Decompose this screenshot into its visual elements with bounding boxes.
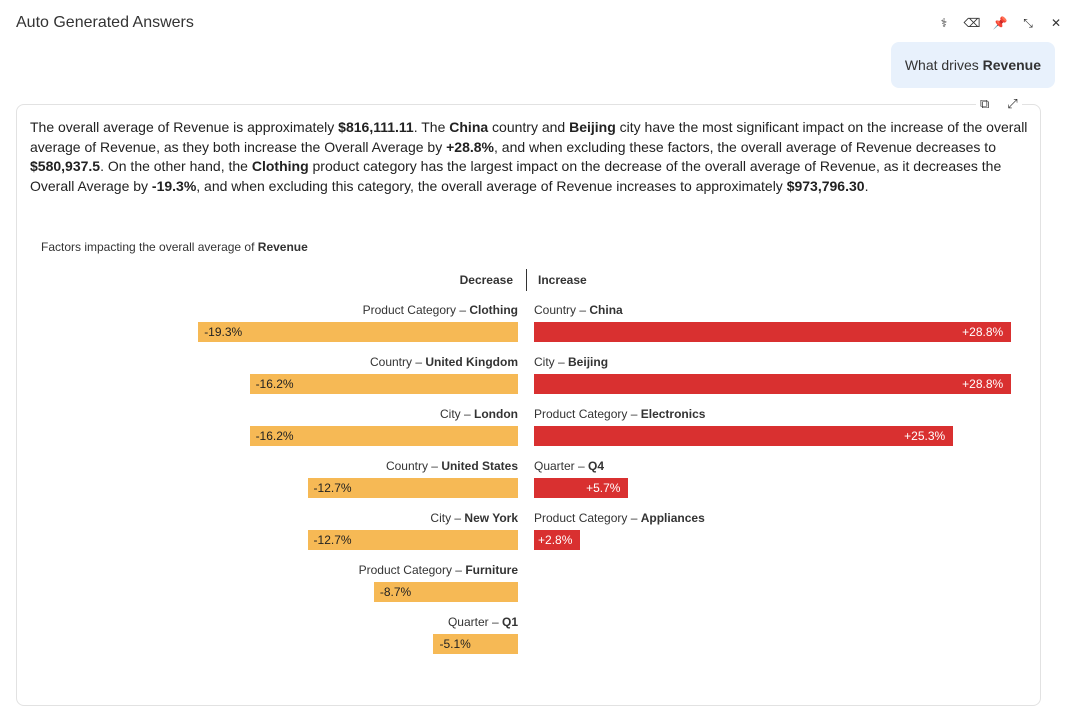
answer-text-part: $973,796.30 — [786, 177, 865, 194]
answer-text: The overall average of Revenue is approx… — [30, 118, 1030, 196]
answer-text-part: China — [449, 119, 489, 135]
card-toolbar: ⧉ ⤢ — [976, 96, 1022, 112]
bar-label: Country – China — [534, 303, 623, 317]
stethoscope-icon[interactable]: ⚕ — [940, 16, 948, 30]
bar-label: City – New York — [430, 511, 518, 525]
chart-title-bold: Revenue — [257, 240, 308, 254]
question-bubble: What drives Revenue — [890, 42, 1055, 88]
bar-label: Product Category – Electronics — [534, 407, 706, 421]
decrease-bar: -5.1% — [433, 634, 518, 654]
decrease-bar: -12.7% — [307, 478, 518, 498]
bar-label: City – London — [440, 407, 518, 421]
chart-title-text: Factors impacting the overall average of — [41, 240, 258, 254]
bar-label: Country – United States — [385, 459, 518, 473]
bar-label: Product Category – Appliances — [534, 511, 705, 525]
close-icon[interactable]: ✕ — [1050, 16, 1062, 30]
axis-divider — [526, 269, 527, 291]
answer-text-part: $580,937.5 — [30, 158, 101, 174]
answer-text-part: Clothing — [251, 158, 309, 174]
answer-text-part: country and — [488, 119, 570, 135]
answer-text-part: product category has the largest impact … — [30, 158, 1002, 194]
decrease-header: Decrease — [459, 273, 513, 287]
bar-label: Product Category – Clothing — [362, 303, 518, 317]
question-bold: Revenue — [982, 57, 1041, 73]
bar-label: Quarter – Q1 — [447, 615, 518, 629]
bar-label: Quarter – Q4 — [534, 459, 605, 473]
panel-title: Auto Generated Answers — [16, 14, 194, 31]
decrease-bar: -16.2% — [249, 426, 518, 446]
answer-text-part: city have the most significant impact on… — [30, 119, 1028, 155]
answer-text-part: $816,111.11 — [338, 119, 414, 135]
chart-title: Factors impacting the overall average of… — [41, 240, 308, 254]
increase-bar: +2.8% — [534, 530, 581, 550]
collapse-icon[interactable]: ⤡ — [1023, 16, 1033, 30]
pin-icon[interactable]: 📌 — [992, 16, 1008, 30]
decrease-bar: -8.7% — [373, 582, 518, 602]
increase-header: Increase — [538, 273, 587, 287]
decrease-bar: -19.3% — [198, 322, 518, 342]
bar-label: City – Beijing — [534, 355, 609, 369]
answer-text-part: . — [864, 177, 869, 194]
answer-text-part: The overall average of Revenue is approx… — [30, 119, 339, 135]
answer-text-part: . On the other hand, the — [100, 158, 252, 174]
copy-icon[interactable]: ⧉ — [980, 96, 990, 111]
increase-bar: +25.3% — [534, 426, 954, 446]
bar-label: Country – United Kingdom — [369, 355, 518, 369]
increase-bar: +28.8% — [534, 322, 1012, 342]
header-toolbar: ⚕ ⌫ 📌 ⤡ ✕ — [935, 14, 1065, 32]
decrease-bar: -12.7% — [307, 530, 518, 550]
eraser-icon[interactable]: ⌫ — [963, 16, 981, 30]
expand-icon[interactable]: ⤢ — [1007, 96, 1018, 111]
answer-text-part: Beijing — [569, 119, 616, 135]
answer-text-part: . The — [413, 119, 450, 135]
answer-text-part: +28.8% — [446, 138, 494, 155]
answer-text-part: , and when excluding these factors, the … — [494, 138, 996, 155]
question-text: What drives — [904, 57, 983, 73]
decrease-bar: -16.2% — [249, 374, 518, 394]
bar-label: Product Category – Furniture — [358, 563, 518, 577]
increase-bar: +28.8% — [534, 374, 1012, 394]
increase-bar: +5.7% — [534, 478, 629, 498]
answer-text-part: -19.3% — [151, 177, 197, 194]
answer-text-part: , and when excluding this category, the … — [196, 177, 787, 194]
